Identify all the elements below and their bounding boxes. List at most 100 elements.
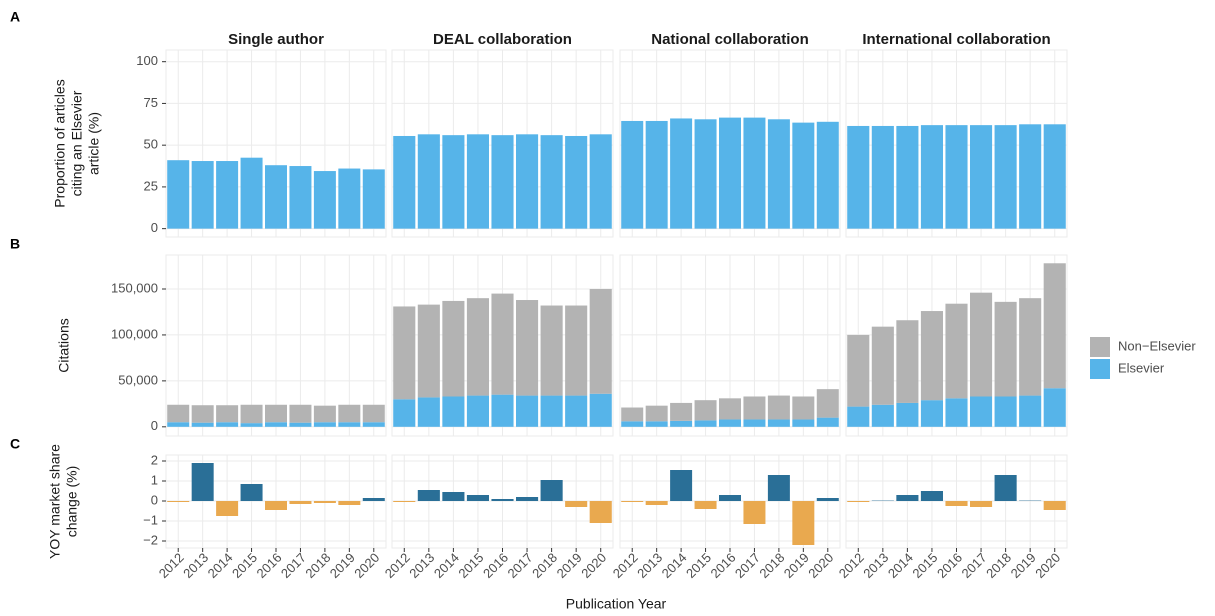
- y-tick-label: 50: [144, 137, 158, 152]
- bar: [743, 501, 766, 524]
- x-tick-label: 2014: [885, 550, 916, 581]
- bar: [589, 501, 612, 523]
- bar-segment: [216, 405, 239, 423]
- x-tick-label: 2018: [529, 550, 560, 581]
- bar-segment: [516, 395, 539, 427]
- x-tick-label: 2013: [860, 550, 891, 581]
- bar: [589, 134, 612, 229]
- bar: [847, 501, 870, 502]
- bar-segment: [417, 397, 440, 427]
- x-tick-label: 2019: [554, 550, 585, 581]
- x-tick-label: 2016: [480, 550, 511, 581]
- bar: [240, 484, 263, 501]
- bar: [970, 501, 993, 507]
- bar: [945, 125, 968, 229]
- bar-segment: [338, 422, 361, 427]
- bar-segment: [1019, 395, 1042, 427]
- panel-label: B: [10, 236, 20, 252]
- bar-segment: [167, 404, 190, 423]
- bar: [645, 501, 668, 505]
- bar-segment: [871, 326, 894, 405]
- bar-segment: [792, 419, 815, 427]
- bar-segment: [694, 420, 717, 427]
- bar: [240, 157, 263, 229]
- x-tick-label: 2016: [934, 550, 965, 581]
- bar-segment: [167, 422, 190, 427]
- bar: [466, 134, 489, 229]
- bar: [767, 475, 790, 501]
- bar: [393, 135, 416, 229]
- y-tick-label: 100,000: [111, 326, 158, 341]
- y-tick-label: 1: [151, 472, 158, 487]
- bar-segment: [1043, 388, 1066, 427]
- bar: [491, 135, 514, 229]
- bar-segment: [792, 396, 815, 420]
- bar: [338, 501, 361, 505]
- y-tick-label: 0: [151, 418, 158, 433]
- bar: [417, 490, 440, 501]
- bar: [816, 121, 839, 229]
- bar: [540, 480, 563, 501]
- y-tick-label: 2: [151, 452, 158, 467]
- x-tick-label: 2017: [959, 550, 990, 581]
- bar: [670, 118, 693, 229]
- bar-segment: [491, 293, 514, 395]
- bar: [491, 499, 514, 501]
- bar: [743, 117, 766, 229]
- bar: [670, 470, 693, 501]
- bar: [313, 171, 336, 229]
- bar: [1043, 501, 1066, 510]
- x-tick-label: 2015: [683, 550, 714, 581]
- legend-label: Non−Elsevier: [1118, 338, 1196, 353]
- bar-segment: [240, 404, 263, 424]
- bar-segment: [191, 422, 214, 427]
- legend-key: [1090, 337, 1110, 357]
- bar-segment: [362, 404, 385, 423]
- bar-segment: [994, 301, 1017, 397]
- bar-segment: [767, 419, 790, 427]
- x-tick-label: 2020: [1032, 550, 1063, 581]
- bar-segment: [871, 404, 894, 427]
- x-tick-label: 2020: [805, 550, 836, 581]
- bar: [621, 501, 644, 502]
- bar-segment: [767, 395, 790, 420]
- bar-segment: [313, 405, 336, 423]
- x-tick-label: 2016: [253, 550, 284, 581]
- x-tick-label: 2015: [909, 550, 940, 581]
- x-tick-label: 2017: [278, 550, 309, 581]
- bar: [792, 501, 815, 545]
- y-axis-title: Citations: [56, 318, 72, 372]
- y-tick-label: 0: [151, 492, 158, 507]
- bar: [417, 134, 440, 229]
- bar: [792, 122, 815, 229]
- bar-segment: [589, 288, 612, 394]
- x-tick-label: 2012: [836, 550, 867, 581]
- bar: [516, 497, 539, 501]
- bar-segment: [970, 396, 993, 427]
- bar: [466, 495, 489, 501]
- bar: [1043, 124, 1066, 229]
- bar-segment: [565, 395, 588, 427]
- bar-segment: [491, 394, 514, 427]
- bar: [167, 160, 190, 229]
- bar-segment: [393, 306, 416, 400]
- bar: [338, 168, 361, 229]
- bar: [994, 125, 1017, 229]
- bar-segment: [442, 300, 465, 397]
- facet-title: DEAL collaboration: [433, 31, 572, 48]
- bar: [265, 165, 287, 229]
- bar: [216, 161, 239, 229]
- x-tick-label: 2013: [634, 550, 665, 581]
- bar-segment: [417, 304, 440, 398]
- bar-segment: [466, 298, 489, 396]
- bar-segment: [1019, 298, 1042, 396]
- bar-segment: [670, 420, 693, 427]
- bar: [645, 120, 668, 229]
- bar-segment: [816, 417, 839, 427]
- bar: [442, 135, 465, 229]
- y-axis-title: YOY market share: [47, 444, 63, 559]
- bar-segment: [240, 423, 263, 427]
- x-tick-label: 2014: [431, 550, 462, 581]
- bar-segment: [743, 396, 766, 420]
